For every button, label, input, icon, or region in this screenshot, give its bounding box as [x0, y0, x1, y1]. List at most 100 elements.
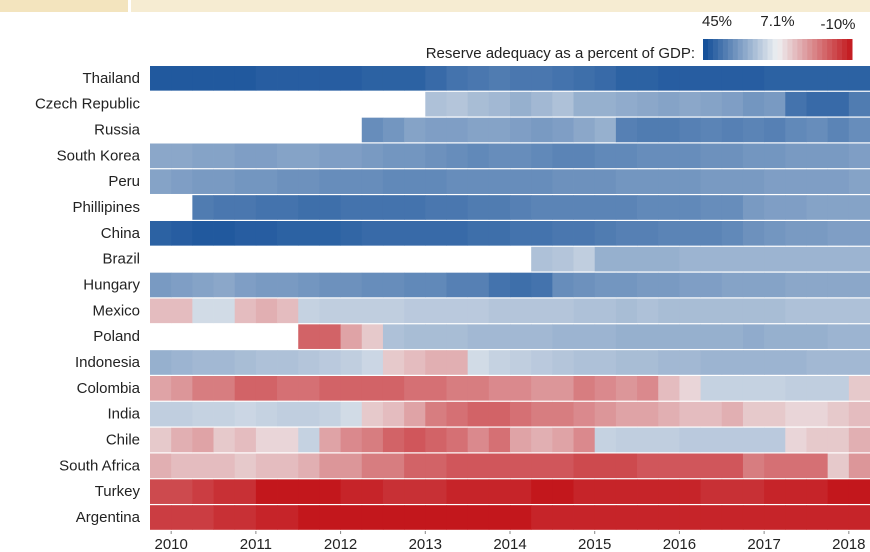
- heat-cell: [637, 169, 659, 194]
- heat-cell: [277, 169, 299, 194]
- heat-cell: [594, 479, 617, 504]
- heat-cell: [488, 66, 511, 91]
- heat-cell: [171, 221, 193, 246]
- heat-cell: [171, 66, 193, 91]
- heat-cell: [827, 221, 850, 246]
- heat-cell: [785, 453, 807, 479]
- heat-cell: [425, 479, 447, 504]
- heat-cell: [700, 505, 723, 530]
- heat-cell: [213, 505, 236, 530]
- heat-cell: [848, 298, 870, 324]
- heat-cell: [700, 401, 723, 427]
- heat-cell: [764, 246, 786, 272]
- heat-cell: [806, 324, 829, 349]
- heat-cell: [742, 246, 765, 272]
- heat-cell: [637, 427, 659, 453]
- heat-cell: [234, 505, 257, 530]
- heat-cell: [721, 117, 744, 143]
- heat-cell: [827, 324, 850, 349]
- row-label: Russia: [94, 122, 141, 139]
- heat-cell: [573, 376, 596, 401]
- heat-cell: [404, 479, 426, 504]
- heat-cell: [298, 324, 320, 349]
- x-tick-label: 2010: [154, 536, 187, 552]
- row-label: Colombia: [77, 380, 141, 397]
- heat-cell: [742, 376, 765, 401]
- heat-cell: [510, 298, 532, 324]
- heat-cell: [319, 272, 341, 298]
- heat-cell: [785, 350, 807, 375]
- colorbar-swatch: [782, 39, 788, 60]
- heat-cell: [171, 401, 193, 427]
- heat-cell: [192, 427, 214, 453]
- heat-cell: [192, 453, 214, 479]
- heat-cell: [192, 272, 214, 298]
- x-tick-label: 2015: [578, 536, 611, 552]
- colorbar-swatch: [792, 39, 798, 60]
- heat-cell: [361, 66, 384, 91]
- heat-cell: [552, 324, 574, 349]
- colorbar-tick-label: 7.1%: [760, 13, 794, 30]
- heat-cell: [785, 272, 807, 298]
- colorbar-swatch: [762, 39, 769, 60]
- heat-cell: [615, 246, 638, 272]
- heat-cell: [404, 117, 426, 143]
- heat-cell: [552, 66, 574, 91]
- heat-cell: [594, 453, 617, 479]
- heat-cell: [806, 427, 829, 453]
- heat-cell: [721, 143, 744, 169]
- heat-cell: [467, 350, 490, 375]
- heat-cell: [404, 453, 426, 479]
- heat-cell: [319, 298, 341, 324]
- heat-cell: [319, 350, 341, 375]
- heat-cell: [658, 427, 680, 453]
- colorbar-tick-label: -10%: [820, 16, 855, 33]
- heat-cell: [171, 298, 193, 324]
- heat-cell: [764, 505, 786, 530]
- heat-cell: [827, 117, 850, 143]
- heat-cell: [806, 298, 829, 324]
- heat-cell: [848, 401, 870, 427]
- heat-cell: [721, 401, 744, 427]
- heat-cell: [467, 117, 490, 143]
- heat-cell: [510, 272, 532, 298]
- heat-cell: [848, 66, 870, 91]
- heat-cell: [827, 246, 850, 272]
- heat-cell: [488, 324, 511, 349]
- heat-cell: [552, 298, 574, 324]
- x-tick-label: 2016: [663, 536, 696, 552]
- heat-cell: [171, 169, 193, 194]
- heat-cell: [552, 505, 574, 530]
- heat-cell: [488, 117, 511, 143]
- row-label: India: [107, 406, 140, 423]
- heat-cell: [298, 143, 320, 169]
- heat-cell: [848, 376, 870, 401]
- heat-cell: [298, 453, 320, 479]
- heat-cell: [255, 427, 278, 453]
- heat-cell: [510, 479, 532, 504]
- heat-cell: [404, 505, 426, 530]
- heat-cell: [806, 66, 829, 91]
- heat-cell: [848, 143, 870, 169]
- heat-cell: [531, 169, 553, 194]
- heat-cell: [404, 350, 426, 375]
- colorbar-swatch: [827, 39, 833, 60]
- colorbar-swatch: [767, 39, 774, 60]
- heat-cell: [531, 479, 553, 504]
- heat-cell: [255, 195, 278, 220]
- heat-cell: [721, 453, 744, 479]
- x-tick-label: 2017: [747, 536, 780, 552]
- colorbar-swatch: [777, 39, 783, 60]
- heat-cell: [531, 453, 553, 479]
- heat-cell: [404, 143, 426, 169]
- heat-cell: [425, 91, 447, 117]
- heat-cell: [552, 143, 574, 169]
- heat-cell: [510, 324, 532, 349]
- heat-cell: [361, 350, 384, 375]
- heat-cell: [552, 272, 574, 298]
- heat-cell: [785, 221, 807, 246]
- heat-cell: [594, 143, 617, 169]
- heat-cell: [277, 453, 299, 479]
- heat-cell: [277, 143, 299, 169]
- heat-cell: [150, 272, 172, 298]
